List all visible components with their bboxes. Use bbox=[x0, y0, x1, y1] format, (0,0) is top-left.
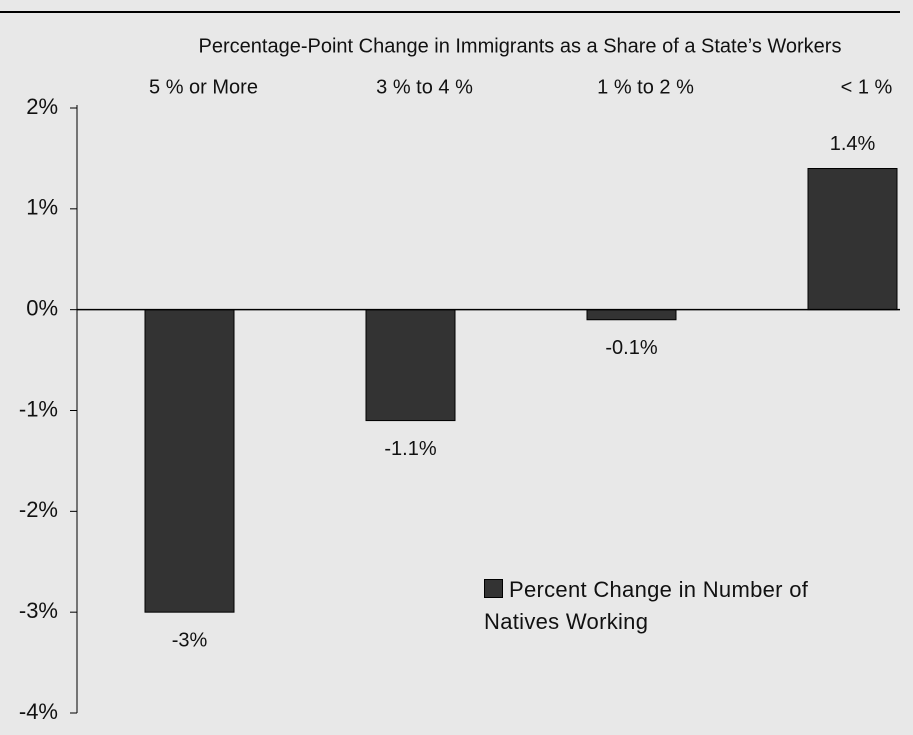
bar bbox=[586, 309, 677, 321]
value-label: 1.4% bbox=[830, 133, 876, 155]
y-tick-label: 2% bbox=[26, 94, 58, 119]
y-tick-label: -2% bbox=[19, 497, 58, 522]
bar bbox=[144, 309, 235, 613]
value-label: -1.1% bbox=[384, 438, 436, 460]
y-tick-label: -4% bbox=[19, 699, 58, 724]
y-tick-label: 1% bbox=[26, 195, 58, 220]
x-category-label: 5 % or More bbox=[149, 76, 258, 98]
legend-swatch bbox=[484, 579, 503, 598]
legend-label: Percent Change in Number of Natives Work… bbox=[484, 577, 809, 634]
y-tick-label: -1% bbox=[19, 396, 58, 421]
value-label: -3% bbox=[172, 629, 208, 651]
chart-subtitle: Percentage-Point Change in Immigrants as… bbox=[199, 35, 842, 57]
x-category-label: < 1 % bbox=[841, 76, 893, 98]
x-category-label: 3 % to 4 % bbox=[376, 76, 473, 98]
y-tick-label: -3% bbox=[19, 598, 58, 623]
y-tick-label: 0% bbox=[26, 295, 58, 320]
x-category-label: 1 % to 2 % bbox=[597, 76, 694, 98]
legend: Percent Change in Number of Natives Work… bbox=[484, 574, 824, 638]
bar bbox=[365, 309, 456, 422]
bar bbox=[807, 168, 898, 311]
value-label: -0.1% bbox=[605, 337, 657, 359]
